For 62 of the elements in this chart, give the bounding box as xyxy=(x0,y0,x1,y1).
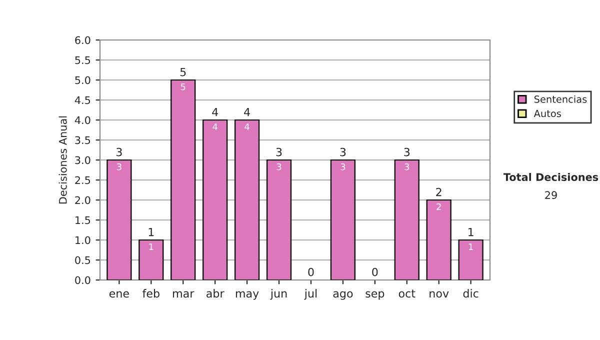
x-tick-label: oct xyxy=(398,290,416,298)
y-tick-label: 1.5 xyxy=(76,216,90,224)
y-tick-label: 2.0 xyxy=(75,196,90,204)
total-label: 3 xyxy=(276,148,282,156)
bar xyxy=(426,199,452,280)
x-tick-label: abr xyxy=(206,289,224,298)
x-tick-label: ago xyxy=(333,291,353,300)
bar xyxy=(266,159,292,280)
total-label: 1 xyxy=(148,228,154,236)
bar xyxy=(458,239,484,280)
bar xyxy=(234,119,260,280)
x-tick-label: feb xyxy=(142,289,160,298)
x-tick-label: dic xyxy=(463,289,478,298)
data-label: 4 xyxy=(212,123,218,130)
y-tick-label: 4.5 xyxy=(74,96,90,104)
y-tick-label: 6.0 xyxy=(75,36,90,44)
bar xyxy=(138,239,164,280)
total-label: 3 xyxy=(116,148,122,156)
total-label: 2 xyxy=(436,188,442,196)
y-axis-title: Decisiones Anual xyxy=(58,116,67,204)
x-tick-label: may xyxy=(236,291,259,300)
data-label: 3 xyxy=(116,163,122,170)
y-tick-label: 5.5 xyxy=(75,56,90,64)
total-label: 0 xyxy=(372,268,378,276)
bar xyxy=(330,159,356,280)
y-tick-label: 4.0 xyxy=(74,116,90,124)
y-tick-label: 2.5 xyxy=(75,176,90,184)
text: 29 xyxy=(545,191,557,200)
data-label: 4 xyxy=(244,123,250,130)
data-label: 3 xyxy=(340,163,346,170)
x-tick-label: sep xyxy=(366,291,384,300)
y-tick-label: 0.0 xyxy=(75,276,90,284)
data-label: 2 xyxy=(436,203,441,210)
legend-label: Autos xyxy=(534,110,561,118)
data-label: 3 xyxy=(404,163,410,170)
legend-label: Sentencias xyxy=(534,95,587,103)
data-label: 5 xyxy=(180,83,186,90)
x-tick-label: nov xyxy=(430,291,449,298)
x-tick-label: jun xyxy=(270,289,287,300)
text: Total Decisiones xyxy=(503,172,598,182)
bar xyxy=(394,159,420,280)
bar xyxy=(202,119,228,280)
total-label: 3 xyxy=(404,148,410,156)
bar xyxy=(170,79,196,280)
x-tick-label: mar xyxy=(173,291,194,298)
data-label: 1 xyxy=(468,243,473,250)
y-tick-label: 0.5 xyxy=(75,256,90,264)
bar xyxy=(106,159,132,280)
data-label: 1 xyxy=(149,243,154,250)
total-label: 0 xyxy=(308,268,314,276)
total-label: 4 xyxy=(212,108,218,116)
x-tick-label: ene xyxy=(109,291,129,298)
total-label: 4 xyxy=(244,108,250,116)
y-tick-label: 1.0 xyxy=(76,236,90,244)
y-tick-label: 3.0 xyxy=(75,156,90,164)
total-label: 3 xyxy=(340,148,346,156)
total-label: 5 xyxy=(180,68,186,76)
y-tick-label: 3.5 xyxy=(75,136,90,144)
data-label: 3 xyxy=(276,163,282,170)
total-label: 1 xyxy=(468,228,474,236)
y-tick-label: 5.0 xyxy=(75,76,90,84)
x-tick-label: jul xyxy=(304,289,317,300)
